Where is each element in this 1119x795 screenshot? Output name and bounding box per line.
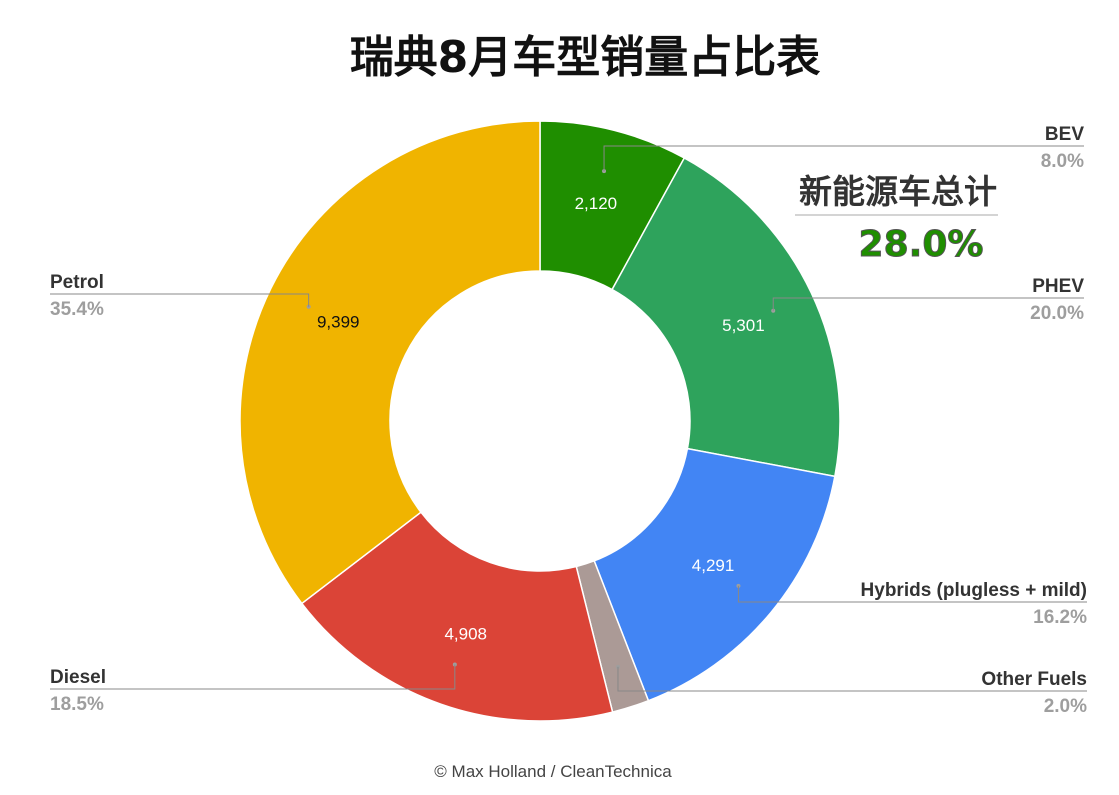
category-label-hybrids-plugless-mild: Hybrids (plugless + mild) xyxy=(861,580,1087,601)
percent-label-bev: 8.0% xyxy=(1041,151,1084,172)
nev-total-value: 28.0% xyxy=(859,224,984,265)
percent-label-petrol: 35.4% xyxy=(50,299,104,320)
slice-value-hybrids-plugless-mild: 4,291 xyxy=(692,556,735,575)
slice-phev xyxy=(611,156,841,478)
chart-credit: © Max Holland / CleanTechnica xyxy=(434,762,672,781)
leader-line-other-fuels xyxy=(617,666,1087,692)
slice-value-diesel: 4,908 xyxy=(444,624,487,643)
category-label-diesel: Diesel xyxy=(50,667,106,688)
slice-value-phev: 5,301 xyxy=(722,316,765,335)
slice-category-labels: BEV 8.0% PHEV 20.0% Hybrids (plugless + mild… xyxy=(50,124,1087,717)
nev-total-label: 新能源车总计 xyxy=(799,172,997,211)
slice-diesel xyxy=(300,511,614,722)
category-label-other-fuels: Other Fuels xyxy=(981,669,1087,690)
slice-value-petrol: 9,399 xyxy=(317,312,360,331)
slice-value-labels: 2,120 5,301 4,291 4,908 9,399 xyxy=(317,194,765,643)
chart-title: 瑞典8月车型销量占比表 xyxy=(350,32,821,83)
slice-petrol xyxy=(239,120,541,605)
category-label-petrol: Petrol xyxy=(50,272,104,293)
leader-line-bev xyxy=(603,145,1084,172)
leader-line-petrol xyxy=(50,293,310,307)
slice-value-bev: 2,120 xyxy=(575,194,618,213)
percent-label-other-fuels: 2.0% xyxy=(1044,696,1087,717)
percent-label-diesel: 18.5% xyxy=(50,694,104,715)
category-label-phev: PHEV xyxy=(1032,276,1084,297)
percent-label-hybrids-plugless-mild: 16.2% xyxy=(1033,607,1087,628)
donut-slices xyxy=(239,120,841,722)
leader-line-phev xyxy=(772,297,1084,311)
leader-line-hybrids-plugless-mild xyxy=(737,585,1087,603)
category-label-bev: BEV xyxy=(1045,124,1084,145)
percent-label-phev: 20.0% xyxy=(1030,303,1084,324)
leader-line-diesel xyxy=(50,664,456,690)
slice-hybrids-plugless-mild xyxy=(593,447,836,702)
